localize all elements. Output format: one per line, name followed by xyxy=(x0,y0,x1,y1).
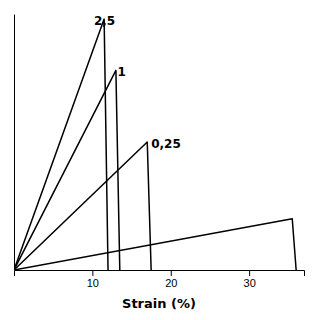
x-tick-label: 20 xyxy=(165,277,177,289)
x-tick: 10 xyxy=(87,270,99,289)
lines xyxy=(14,19,296,270)
annotations: 2,5 1 0,25 xyxy=(94,14,181,151)
chart: 10 20 30 Strain (%) 2,5 1 0,25 xyxy=(0,0,320,320)
curve xyxy=(14,19,108,270)
annotation: 0,25 xyxy=(151,137,181,151)
y-axis-line xyxy=(14,15,15,271)
x-tick-label: 30 xyxy=(244,277,256,289)
x-tick: 30 xyxy=(244,270,256,289)
x-tick: 20 xyxy=(165,270,177,289)
y-axis xyxy=(14,15,15,271)
x-tick-mark xyxy=(171,270,172,276)
x-tick-mark xyxy=(92,270,93,276)
annotation: 2,5 xyxy=(94,14,115,28)
curve xyxy=(14,70,120,270)
x-axis: 10 20 30 xyxy=(15,270,305,289)
annotation: 1 xyxy=(117,65,125,79)
x-tick-label: 10 xyxy=(87,277,99,289)
x-tick-mark xyxy=(249,270,250,276)
plot: 10 20 30 Strain (%) 2,5 1 0,25 xyxy=(14,14,305,311)
x-axis-line xyxy=(15,271,305,277)
curve xyxy=(14,142,151,270)
curve xyxy=(14,219,296,270)
x-axis-title: Strain (%) xyxy=(122,296,196,311)
